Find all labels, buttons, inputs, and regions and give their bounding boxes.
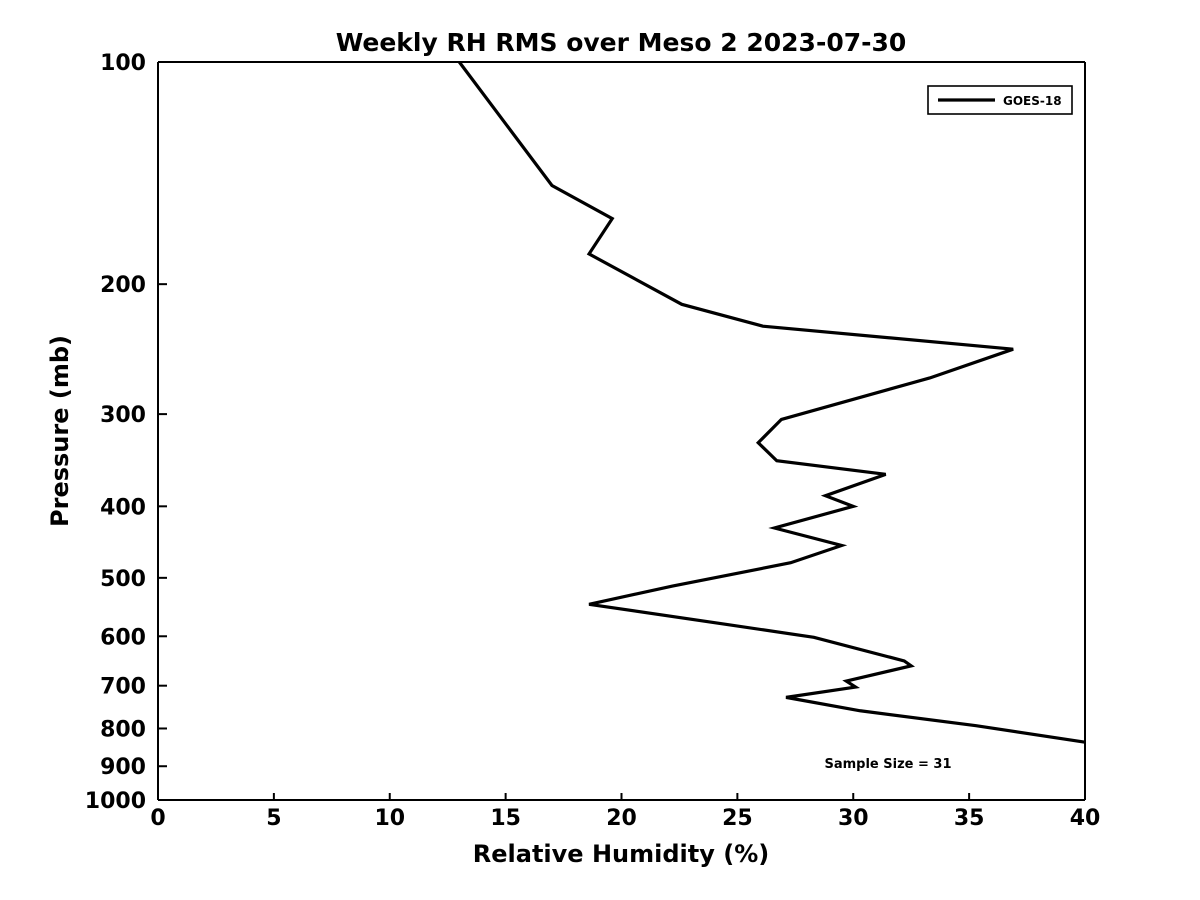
y-axis-label: Pressure (mb) bbox=[46, 335, 74, 527]
y-tick-label: 300 bbox=[100, 403, 146, 428]
chart-title: Weekly RH RMS over Meso 2 2023-07-30 bbox=[336, 28, 907, 57]
x-tick-label: 20 bbox=[606, 806, 637, 831]
x-tick-label: 5 bbox=[266, 806, 281, 831]
y-tick-label: 900 bbox=[100, 755, 146, 780]
x-tick-label: 35 bbox=[954, 806, 985, 831]
legend-label-goes-18: GOES-18 bbox=[1003, 94, 1062, 108]
y-tick-label: 800 bbox=[100, 717, 146, 742]
x-tick-label: 25 bbox=[722, 806, 753, 831]
y-tick-label: 500 bbox=[100, 567, 146, 592]
x-tick-label: 10 bbox=[374, 806, 405, 831]
chart-legend[interactable]: GOES-18 bbox=[927, 85, 1073, 115]
y-tick-label: 400 bbox=[100, 495, 146, 520]
y-tick-label: 1000 bbox=[85, 789, 146, 814]
x-tick-label: 40 bbox=[1070, 806, 1101, 831]
y-tick-label: 700 bbox=[100, 675, 146, 700]
series-line-goes-18 bbox=[458, 61, 1086, 744]
x-tick-label: 0 bbox=[150, 806, 165, 831]
y-axis-ticks: 100 200 300 400 500 600 700 800 900 1000 bbox=[85, 51, 167, 814]
x-tick-label: 30 bbox=[838, 806, 869, 831]
y-tick-label: 100 bbox=[100, 51, 146, 76]
data-series-group bbox=[458, 61, 1086, 744]
sample-size-annotation: Sample Size = 31 bbox=[824, 757, 951, 772]
y-tick-label: 200 bbox=[100, 273, 146, 298]
axes-frame bbox=[157, 61, 1086, 801]
y-tick-label: 600 bbox=[100, 625, 146, 650]
x-axis-ticks: 0 5 10 15 20 25 30 35 40 bbox=[150, 793, 1100, 831]
x-axis-label: Relative Humidity (%) bbox=[473, 840, 769, 868]
x-tick-label: 15 bbox=[490, 806, 521, 831]
